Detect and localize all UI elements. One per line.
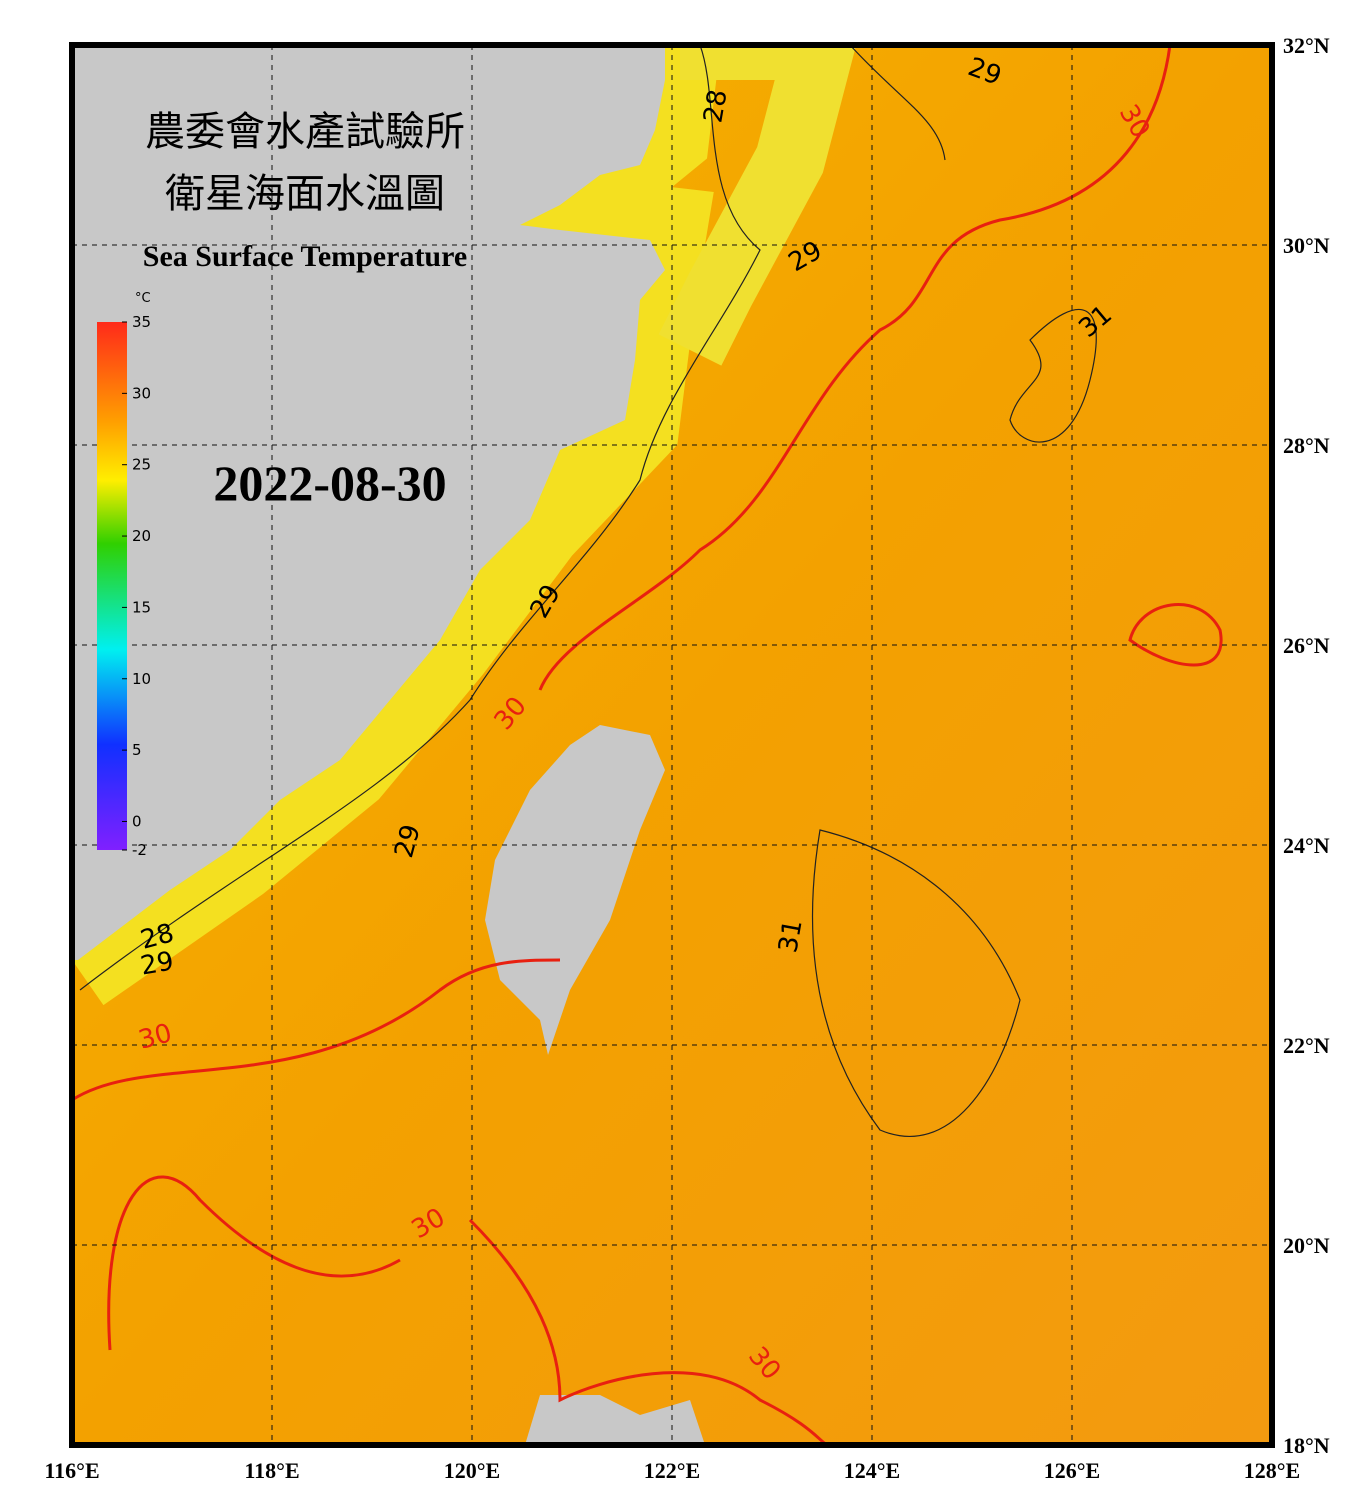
- date: 2022-08-30: [213, 455, 446, 511]
- map-area: [72, 45, 1272, 1445]
- latitude-label: 30°N: [1283, 233, 1330, 258]
- taiwan-land: [485, 725, 665, 1055]
- contour-label: 28: [698, 87, 733, 125]
- luzon-land: [525, 1395, 705, 1445]
- longitude-label: 124°E: [844, 1458, 900, 1483]
- title-line1: 農委會水產試驗所: [145, 109, 465, 154]
- colorbar-tick-label: 35: [132, 313, 151, 331]
- longitude-label: 116°E: [44, 1458, 99, 1483]
- longitude-label: 122°E: [644, 1458, 700, 1483]
- contour-30: [72, 45, 1223, 1445]
- title-line2: 衛星海面水溫圖: [165, 171, 445, 216]
- latitude-label: 26°N: [1283, 633, 1330, 658]
- colorbar-tick-label: 20: [132, 527, 151, 545]
- longitude-label: 118°E: [244, 1458, 299, 1483]
- china-land: [72, 45, 665, 960]
- colorbar-tick-label: 30: [132, 384, 151, 402]
- colorbar-tick-label: 25: [132, 456, 151, 474]
- latitude-label: 24°N: [1283, 833, 1330, 858]
- colorbar: [97, 322, 127, 850]
- latitude-label: 32°N: [1283, 33, 1330, 58]
- longitude-label: 120°E: [444, 1458, 500, 1483]
- latitude-label: 22°N: [1283, 1033, 1330, 1058]
- colorbar-unit: °C: [135, 291, 151, 306]
- colorbar-tick-label: 0: [132, 812, 142, 830]
- latitude-label: 20°N: [1283, 1233, 1330, 1258]
- cool-water: [658, 45, 857, 366]
- colorbar-tick-label: 5: [132, 741, 142, 759]
- contour-label: 31: [773, 917, 808, 955]
- latitude-label: 18°N: [1283, 1433, 1330, 1458]
- subtitle: Sea Surface Temperature: [143, 240, 467, 273]
- longitude-label: 126°E: [1044, 1458, 1100, 1483]
- contour-label: 29: [138, 946, 176, 981]
- latitude-label: 28°N: [1283, 433, 1330, 458]
- colorbar-tick-label: 10: [132, 670, 151, 688]
- map-frame: [69, 42, 1275, 1448]
- contour-lines: [79, 45, 1097, 1137]
- longitude-label: 128°E: [1244, 1458, 1300, 1483]
- colorbar-tick-label: -2: [132, 841, 147, 859]
- graticule: [72, 45, 1272, 1445]
- colorbar-tick-label: 15: [132, 598, 151, 616]
